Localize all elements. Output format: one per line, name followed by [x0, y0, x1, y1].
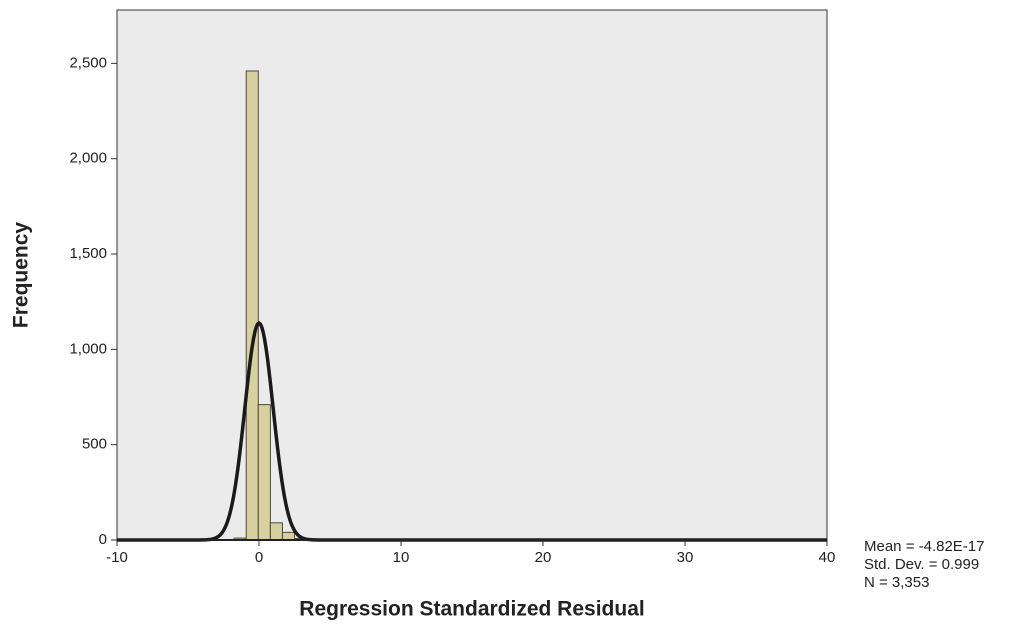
y-tick-label: 0 — [99, 531, 107, 548]
x-tick-label: 40 — [819, 549, 836, 566]
x-tick-label: 0 — [255, 549, 263, 566]
bar — [281, 531, 295, 541]
bar — [245, 70, 259, 541]
x-tick-label: 20 — [535, 549, 552, 566]
y-tick-label: 1,500 — [69, 245, 107, 262]
y-tick-label: 2,000 — [69, 150, 107, 167]
y-tick-label: 500 — [82, 436, 107, 453]
stats-label: Std. Dev. = 0.999 — [864, 556, 979, 573]
y-axis-title: Frequency — [10, 222, 33, 329]
y-tick-label: 1,000 — [69, 340, 107, 357]
bar — [257, 404, 271, 541]
plot-area — [116, 9, 828, 541]
x-tick-label: 10 — [393, 549, 410, 566]
x-axis-title: Regression Standardized Residual — [299, 598, 644, 621]
x-tick-label: -10 — [106, 549, 128, 566]
bar — [269, 522, 283, 541]
stats-label: Mean = -4.82E-17 — [864, 538, 985, 555]
stats-label: N = 3,353 — [864, 574, 929, 591]
x-tick-label: 30 — [677, 549, 694, 566]
y-tick-label: 2,500 — [69, 54, 107, 71]
